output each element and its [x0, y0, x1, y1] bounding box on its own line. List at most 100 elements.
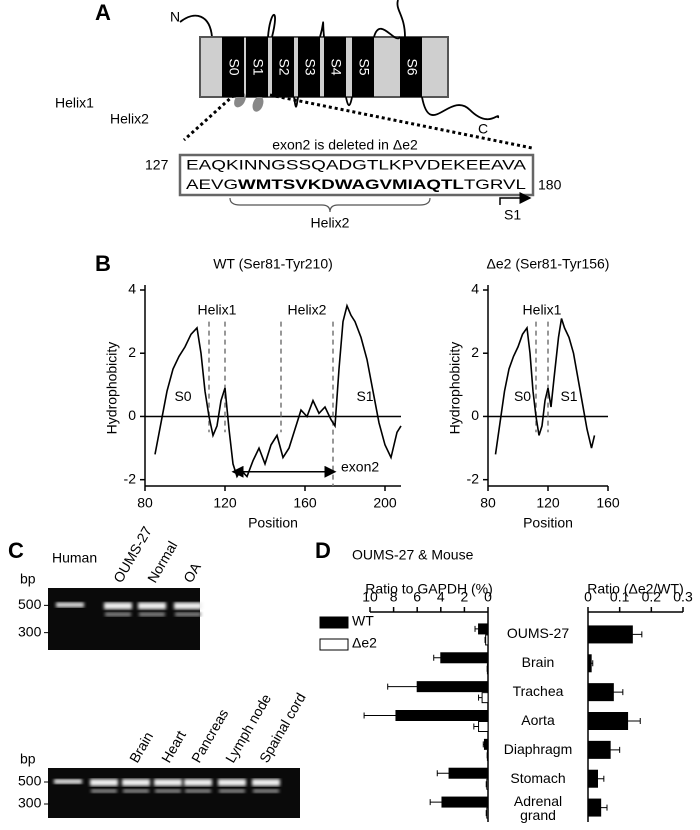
size-label: 300 [18, 623, 42, 639]
bar [483, 738, 489, 750]
x-tick-label: 200 [373, 495, 397, 511]
error-bar [473, 723, 479, 730]
bar [441, 796, 489, 808]
segment-label: S1 [356, 388, 373, 404]
brace [229, 197, 431, 213]
segment-label: S4 [328, 58, 344, 75]
helix-segment [298, 37, 320, 97]
bar [481, 692, 489, 704]
category-label: Stomach [510, 769, 566, 786]
lane-label: OA [180, 559, 204, 585]
helix-label: Helix2 [288, 301, 327, 317]
zoom-line [182, 93, 236, 142]
zoom-line [269, 93, 533, 150]
error-bar [613, 689, 624, 696]
bar [587, 769, 598, 788]
bar [395, 710, 489, 721]
lane-label: Brain [126, 729, 156, 765]
error-bar [436, 770, 450, 777]
error-bar [482, 741, 485, 748]
helix-segment [352, 37, 374, 97]
category-label: OUMS-27 [506, 625, 570, 642]
y-tick-label: 0 [128, 407, 136, 423]
panel-label: C [8, 538, 24, 563]
band [218, 779, 246, 786]
s1-arrow [499, 192, 532, 205]
x-tick-label: 10 [362, 589, 378, 605]
y-tick-label: 2 [471, 344, 479, 360]
x-tick-label: 0.2 [642, 589, 662, 605]
gel [48, 588, 200, 650]
x-tick-label: 6 [413, 589, 421, 605]
chart-title: WT (Ser81-Tyr210) [213, 256, 333, 272]
band [104, 602, 132, 610]
bar [478, 623, 489, 635]
bar [478, 721, 489, 732]
hydrophobicity-line [154, 303, 402, 479]
x-tick-label: 4 [437, 589, 445, 605]
chart-title: Δe2 (Ser81-Tyr156) [487, 256, 610, 272]
segment-label: S6 [404, 58, 420, 75]
panel-label: D [315, 538, 331, 563]
panel-label: A [95, 0, 111, 25]
band [155, 789, 181, 793]
segment-label: S1 [250, 58, 266, 75]
y-axis-title: Hydrophobicity [104, 342, 120, 435]
helix1-label: Helix1 [55, 95, 94, 111]
n-tail [179, 14, 213, 38]
hydrophobicity-line [494, 318, 596, 455]
x-tick-label: 80 [137, 495, 153, 511]
category-label: Aorta [521, 712, 555, 728]
c-terminus: C [478, 121, 488, 137]
error-bar [632, 631, 643, 638]
bar [587, 654, 592, 673]
bar [587, 798, 602, 817]
x-tick-label: 0.3 [673, 589, 693, 605]
sequence-line: EAQKINNGSSQADGTLKPVDEKEEAVA [186, 157, 527, 173]
s1-label: S1 [504, 207, 521, 223]
x-axis-title: Position [248, 515, 298, 531]
x-tick-label: 120 [536, 495, 560, 511]
y-tick-label: 4 [471, 281, 479, 297]
legend-swatch [319, 638, 349, 651]
error-bar [387, 683, 418, 690]
seq-end: 180 [538, 177, 562, 193]
segment-label: S3 [302, 58, 318, 75]
x-tick-label: 160 [596, 495, 620, 511]
error-bar [627, 718, 641, 724]
error-bar [600, 804, 608, 811]
bar [587, 683, 614, 702]
band [185, 789, 211, 793]
helix-segment [272, 37, 294, 97]
band [105, 612, 131, 617]
sequence-part: TGRVL [464, 176, 526, 192]
error-bar [429, 799, 442, 806]
band [174, 602, 202, 610]
legend-label: WT [352, 613, 374, 629]
y-tick-label: 0 [471, 407, 479, 423]
error-bar [433, 654, 441, 661]
band [122, 779, 150, 786]
x-tick-label: 8 [390, 589, 398, 605]
helix-segment [246, 37, 268, 97]
error-bar [474, 625, 479, 632]
helix-label: Helix1 [198, 301, 237, 317]
y-axis-title: Hydrophobicity [447, 342, 463, 435]
x-tick-label: 160 [293, 495, 317, 511]
band [252, 779, 280, 786]
x-tick-label: 120 [213, 495, 237, 511]
error-bar [597, 775, 605, 782]
segment-label: S0 [226, 58, 242, 75]
segment-label: S1 [560, 388, 577, 404]
sequence-box [178, 153, 535, 197]
bar [486, 807, 489, 819]
x-axis-title: Ratio to GAPDH (%) [365, 581, 493, 597]
size-label: 500 [18, 596, 42, 612]
y-tick-label: 2 [128, 344, 136, 360]
band [91, 789, 117, 793]
band [138, 602, 166, 610]
band [154, 779, 182, 786]
size-label: 300 [18, 795, 42, 811]
